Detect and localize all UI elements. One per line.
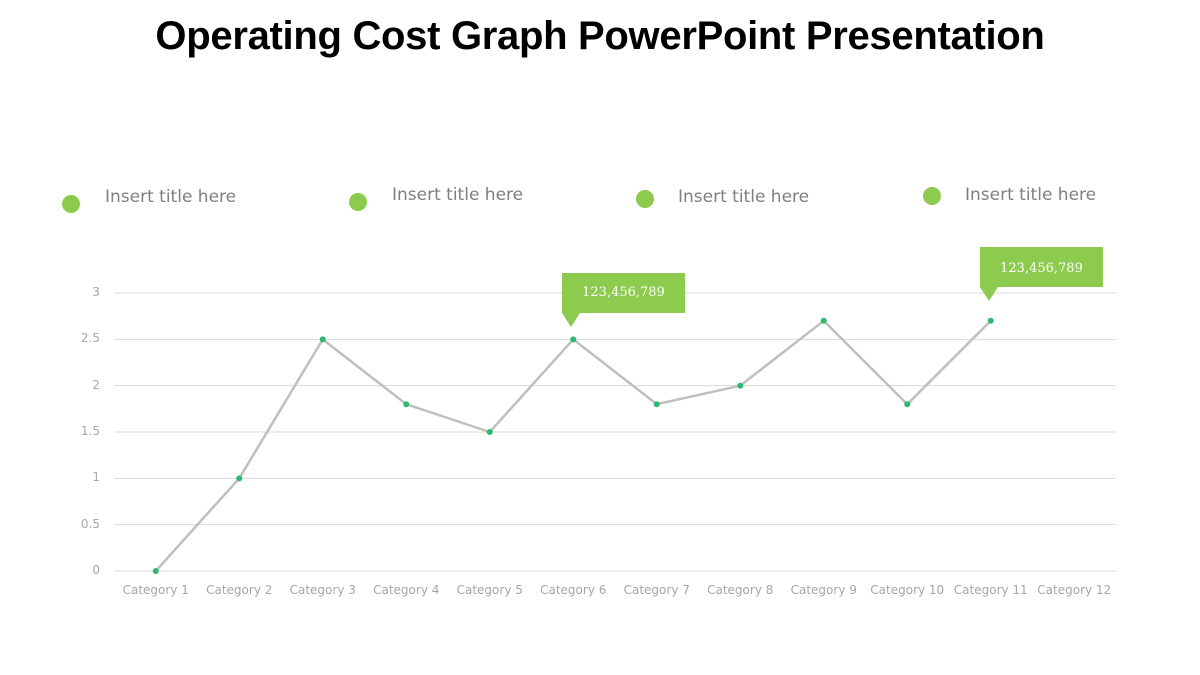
x-tick-label: Category 7 — [623, 583, 690, 597]
y-tick-label: 0 — [92, 563, 100, 577]
legend-dot-icon — [923, 187, 941, 205]
data-point-marker — [820, 317, 827, 324]
data-point-marker — [236, 475, 243, 482]
slide-title: Operating Cost Graph PowerPoint Presenta… — [155, 14, 1045, 58]
y-tick-label: 1.5 — [80, 424, 100, 438]
series-line — [154, 319, 992, 572]
x-tick-label: Category 8 — [707, 583, 774, 597]
data-point-marker — [987, 317, 994, 324]
data-point-marker — [403, 401, 410, 408]
legend-item — [923, 187, 941, 205]
value-callout: 123,456,789 — [562, 273, 685, 327]
gridlines — [114, 292, 1116, 572]
x-tick-label: Category 12 — [1037, 583, 1112, 597]
x-tick-label: Category 2 — [206, 583, 273, 597]
x-tick-label: Category 1 — [122, 583, 189, 597]
x-tick-label: Category 10 — [870, 583, 945, 597]
legend-label: Insert title here — [105, 187, 237, 207]
value-callout: 123,456,789 — [980, 247, 1103, 301]
y-tick-label: 2 — [92, 377, 100, 392]
data-point-marker — [152, 568, 159, 574]
data-markers — [152, 317, 994, 574]
data-point-marker — [319, 336, 326, 343]
legend-item — [636, 190, 654, 208]
y-tick-label: 2.5 — [80, 331, 100, 346]
legend-label: Insert title here — [392, 185, 524, 205]
x-tick-label: Category 4 — [373, 583, 440, 597]
legend-item — [62, 195, 80, 213]
x-tick-label: Category 9 — [790, 583, 857, 597]
legend-label: Insert title here — [965, 185, 1097, 205]
data-point-marker — [737, 382, 744, 389]
data-point-marker — [486, 429, 493, 435]
data-point-marker — [570, 336, 577, 343]
legend-label: Insert title here — [678, 187, 810, 207]
x-tick-label: Category 3 — [289, 583, 356, 597]
data-point-marker — [653, 401, 660, 408]
x-tick-label: Category 6 — [540, 583, 607, 597]
legend-dot-icon — [349, 193, 367, 211]
y-tick-label: 1 — [92, 470, 100, 485]
legend-item — [349, 193, 367, 211]
y-tick-label: 3 — [92, 285, 100, 299]
legend-dot-icon — [62, 195, 80, 213]
x-tick-label: Category 5 — [456, 583, 523, 597]
y-tick-label: 0.5 — [80, 516, 100, 531]
legend-dot-icon — [636, 190, 654, 208]
data-point-marker — [904, 401, 911, 408]
x-tick-label: Category 11 — [953, 583, 1028, 597]
